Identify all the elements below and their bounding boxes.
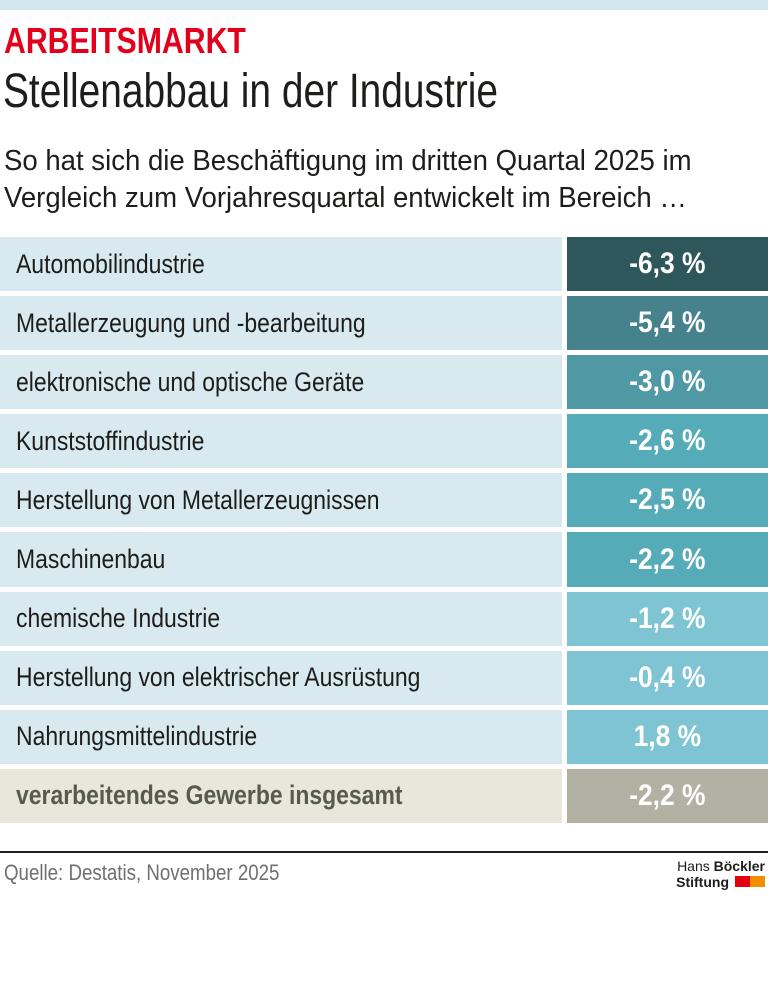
row-label-cell: Metallerzeugung und -bearbeitung — [0, 296, 562, 351]
row-value-cell: -2,6 % — [567, 414, 768, 469]
row-value: -0,4 % — [629, 660, 706, 694]
row-label: verarbeitendes Gewerbe insgesamt — [16, 780, 403, 811]
row-value: -1,2 % — [629, 601, 706, 635]
row-label: Metallerzeugung und -bearbeitung — [16, 307, 366, 338]
row-value-cell: -1,2 % — [567, 591, 768, 646]
kicker: ARBEITSMARKT — [4, 20, 246, 61]
row-value: 1,8 % — [633, 719, 702, 753]
hans-boeckler-stiftung-logo: Hans Böckler Stiftung — [676, 858, 765, 890]
row-value: -5,4 % — [629, 306, 706, 340]
row-value: -3,0 % — [629, 365, 706, 399]
row-label-cell: elektronische und optische Geräte — [0, 355, 562, 410]
row-label-cell: Herstellung von Metallerzeugnissen — [0, 473, 562, 528]
logo-line-1: Hans Böckler — [676, 858, 765, 874]
row-label: Herstellung von elektrischer Ausrüstung — [16, 662, 421, 693]
subtitle-line-2: Vergleich zum Vorjahresquartal entwickel… — [4, 182, 687, 214]
row-label-cell: Kunststoffindustrie — [0, 414, 562, 469]
table-row: Herstellung von Metallerzeugnissen -2,5 … — [0, 473, 768, 528]
row-value: -2,2 % — [629, 542, 706, 576]
row-label: Herstellung von Metallerzeugnissen — [16, 484, 380, 515]
top-accent-strip — [0, 0, 768, 10]
row-label-cell: Maschinenbau — [0, 532, 562, 587]
logo-text-stiftung: Stiftung — [676, 874, 729, 890]
row-value: -2,5 % — [629, 483, 706, 517]
table-row: chemische Industrie -1,2 % — [0, 591, 768, 646]
row-value-cell: -2,2 % — [567, 532, 768, 587]
footer-divider — [0, 851, 768, 853]
row-value-cell: -3,0 % — [567, 355, 768, 410]
row-label-cell: chemische Industrie — [0, 591, 562, 646]
row-label: Automobilindustrie — [16, 248, 205, 279]
logo-orange-square-icon — [750, 876, 765, 887]
row-label-cell: Automobilindustrie — [0, 237, 562, 292]
industry-table: Automobilindustrie -6,3 % Metallerzeugun… — [0, 237, 768, 823]
logo-text-hans: Hans — [677, 858, 710, 874]
row-label: chemische Industrie — [16, 603, 221, 634]
table-row: Nahrungsmittelindustrie 1,8 % — [0, 709, 768, 764]
table-row: Herstellung von elektrischer Ausrüstung … — [0, 650, 768, 705]
row-value: -2,2 % — [629, 778, 706, 812]
table-row: Automobilindustrie -6,3 % — [0, 237, 768, 292]
row-value-cell: -5,4 % — [567, 296, 768, 351]
row-label-cell: Nahrungsmittelindustrie — [0, 709, 562, 764]
row-label: Maschinenbau — [16, 544, 166, 575]
row-value: -6,3 % — [629, 247, 706, 281]
table-row: Metallerzeugung und -bearbeitung -5,4 % — [0, 296, 768, 351]
logo-red-square-icon — [735, 876, 750, 887]
row-label: Kunststoffindustrie — [16, 425, 205, 456]
subtitle: So hat sich die Beschäftigung im dritten… — [4, 143, 728, 217]
row-value-cell: -0,4 % — [567, 650, 768, 705]
table-row: Kunststoffindustrie -2,6 % — [0, 414, 768, 469]
row-label: Nahrungsmittelindustrie — [16, 721, 258, 752]
row-value-cell: -6,3 % — [567, 237, 768, 292]
row-value-cell: -2,5 % — [567, 473, 768, 528]
logo-line-2: Stiftung — [676, 874, 765, 890]
subtitle-line-1: So hat sich die Beschäftigung im dritten… — [4, 145, 692, 177]
row-value-cell: -2,2 % — [567, 768, 768, 823]
table-row: verarbeitendes Gewerbe insgesamt -2,2 % — [0, 768, 768, 823]
table-row: Maschinenbau -2,2 % — [0, 532, 768, 587]
row-value-cell: 1,8 % — [567, 709, 768, 764]
table-row: elektronische und optische Geräte -3,0 % — [0, 355, 768, 410]
row-value: -2,6 % — [629, 424, 706, 458]
row-label-cell: verarbeitendes Gewerbe insgesamt — [0, 768, 562, 823]
source-note: Quelle: Destatis, November 2025 — [4, 860, 280, 885]
row-label: elektronische und optische Geräte — [16, 366, 365, 397]
logo-text-boeckler: Böckler — [713, 858, 765, 874]
page-title: Stellenabbau in der Industrie — [3, 65, 498, 118]
row-label-cell: Herstellung von elektrischer Ausrüstung — [0, 650, 562, 705]
